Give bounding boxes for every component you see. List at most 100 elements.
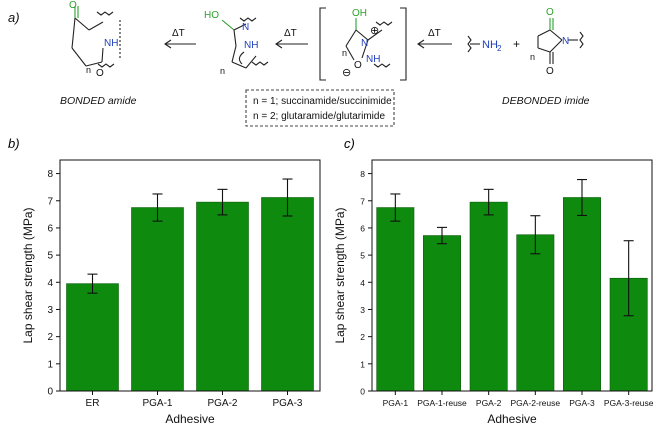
x-tick-label: PGA-2: [207, 398, 237, 409]
bond: [367, 29, 383, 41]
subscript-n: n: [342, 48, 347, 58]
error-bar-pga-2: [483, 188, 494, 216]
y-axis-title: Lap shear strength (MPa): [333, 207, 347, 343]
squiggle: [239, 17, 257, 22]
x-tick-label: PGA-1-reuse: [417, 398, 467, 408]
bond: [88, 21, 104, 31]
y-tick-label: 3: [360, 305, 365, 315]
bond: [233, 23, 247, 31]
reaction-arrow-1: [164, 39, 196, 49]
subscript-n: n: [530, 52, 535, 62]
bond: [537, 29, 551, 37]
bond: [345, 29, 357, 47]
x-axis-title: Adhesive: [487, 412, 537, 426]
y-tick-label: 7: [47, 196, 53, 207]
squiggle: [579, 31, 584, 49]
bar-pga-1: [376, 207, 415, 392]
bond: [345, 45, 355, 61]
subscript-n: n: [220, 66, 225, 76]
bond: [71, 47, 87, 67]
squiggle: [97, 63, 115, 68]
squiggle: [373, 63, 391, 68]
atom-o: O: [354, 60, 362, 71]
squiggle: [96, 11, 114, 16]
y-tick-label: 5: [47, 251, 53, 262]
panel-label-b: b): [8, 136, 20, 151]
x-tick-label: PGA-3-reuse: [604, 398, 654, 408]
arrow-head: [275, 39, 283, 49]
bond: [85, 61, 103, 67]
negative-charge: ⊖: [342, 67, 351, 79]
n-legend-line-2: n = 2; glutaramide/glutarimide: [253, 111, 385, 122]
squiggle: [375, 21, 393, 26]
x-tick-label: PGA-2: [476, 398, 502, 408]
atom-oh: OH: [352, 8, 367, 19]
squiggle: [251, 61, 269, 66]
bond: [231, 45, 237, 63]
bond: [355, 29, 369, 41]
y-tick-label: 6: [360, 223, 365, 233]
bar-pga-3: [261, 197, 314, 392]
bond: [71, 17, 76, 49]
bond: [549, 29, 563, 41]
bond: [361, 39, 369, 59]
y-tick-label: 4: [360, 278, 365, 288]
atom-ho: HO: [204, 10, 219, 21]
plot-frame: [59, 159, 321, 392]
x-tick-label: PGA-3: [272, 398, 302, 409]
amine-fragment: [467, 35, 480, 53]
delta-t-label: ΔT: [428, 28, 441, 39]
bond: [245, 55, 257, 69]
squiggle: [467, 35, 472, 53]
error-bar-pga-2-reuse: [530, 215, 541, 255]
bracket-right: [400, 7, 407, 81]
curved-arrow: [238, 51, 245, 65]
n-legend-box: [245, 89, 395, 127]
delta-t-label: ΔT: [284, 28, 297, 39]
bond: [74, 17, 90, 31]
bar-pga-3: [563, 197, 601, 392]
atom-o: O: [69, 0, 77, 11]
y-axis-title: Lap shear strength (MPa): [21, 207, 35, 343]
atom-n: N: [242, 22, 249, 33]
y-tick-label: 8: [47, 169, 53, 180]
bond: [221, 19, 235, 31]
x-tick-label: PGA-1: [383, 398, 409, 408]
atom-nh: NH: [104, 38, 118, 49]
atom-nh: NH: [366, 54, 380, 65]
subscript-2: 2: [497, 44, 502, 53]
bracket-left: [319, 7, 326, 81]
y-tick-label: 0: [47, 387, 53, 398]
atom-o: O: [546, 7, 554, 18]
chart-c: 0 1 2 3 4 5 6 7 8 PGA-1 PGA-1-reuse PGA-2 PGA-2-reus…: [333, 159, 654, 426]
delta-t-label: ΔT: [172, 28, 185, 39]
bond: [537, 47, 551, 53]
x-tick-label: PGA-3: [569, 398, 595, 408]
y-tick-label: 7: [360, 196, 365, 206]
bar-pga-2-reuse: [516, 234, 555, 392]
y-tick-label: 5: [360, 251, 365, 261]
y-tick-label: 4: [47, 278, 53, 289]
error-bar-pga-3: [577, 179, 587, 216]
iminol-structure: [221, 17, 269, 69]
bar-pga-1-reuse: [423, 235, 461, 392]
x-tick-label: PGA-2-reuse: [511, 398, 561, 408]
atom-o: O: [96, 68, 104, 79]
reaction-arrow-3: [417, 39, 452, 49]
bond: [549, 39, 563, 53]
error-bar-pga-2: [217, 188, 228, 216]
y-tick-label: 0: [360, 387, 365, 397]
intermediate-structure: [319, 7, 407, 81]
bar-pga-2: [469, 201, 508, 392]
atom-o: O: [546, 66, 554, 77]
n-legend-line-1: n = 1; succinamide/succinimide: [253, 96, 392, 107]
y-tick-label: 6: [47, 223, 53, 234]
x-tick-label: ER: [86, 398, 100, 409]
error-bar-pga-1: [390, 193, 401, 222]
atom-nh2: NH: [482, 39, 498, 51]
debonded-imide-structure: [537, 18, 584, 64]
positive-charge: ⊕: [370, 25, 379, 37]
atom-n: N: [562, 36, 569, 47]
y-tick-label: 8: [360, 169, 365, 179]
